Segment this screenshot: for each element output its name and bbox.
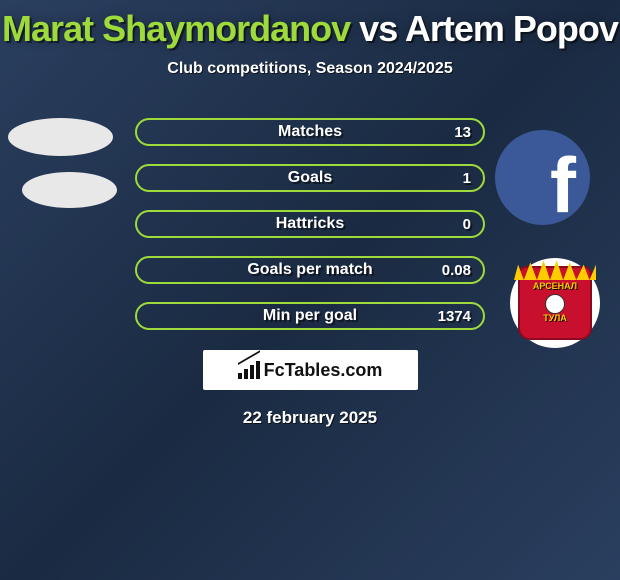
stat-right-value: 13 bbox=[454, 124, 471, 141]
stat-row-goals: Goals 1 bbox=[135, 164, 485, 192]
stat-row-min-per-goal: Min per goal 1374 bbox=[135, 302, 485, 330]
logo-text: FcTables.com bbox=[264, 360, 383, 381]
subtitle: Club competitions, Season 2024/2025 bbox=[0, 60, 620, 78]
stat-label: Matches bbox=[278, 123, 342, 141]
player2-club-badge: АРСЕНАЛ ТУЛА bbox=[510, 258, 600, 348]
badge-text-top: АРСЕНАЛ bbox=[533, 282, 577, 292]
badge-ball-icon bbox=[545, 294, 565, 314]
stat-right-value: 0 bbox=[463, 216, 471, 233]
player2-name: Artem Popov bbox=[405, 8, 618, 49]
stat-label: Hattricks bbox=[276, 215, 344, 233]
chart-icon bbox=[238, 361, 260, 379]
player1-avatar-placeholder bbox=[8, 118, 113, 156]
stat-label: Goals per match bbox=[247, 261, 372, 279]
stat-row-goals-per-match: Goals per match 0.08 bbox=[135, 256, 485, 284]
date-label: 22 february 2025 bbox=[0, 408, 620, 428]
site-logo[interactable]: FcTables.com bbox=[203, 350, 418, 390]
stat-right-value: 0.08 bbox=[442, 262, 471, 279]
stat-label: Goals bbox=[288, 169, 332, 187]
facebook-icon[interactable]: f bbox=[495, 130, 590, 225]
stat-row-hattricks: Hattricks 0 bbox=[135, 210, 485, 238]
player1-club-placeholder bbox=[22, 172, 117, 208]
stat-label: Min per goal bbox=[263, 307, 357, 325]
vs-separator: vs bbox=[359, 8, 397, 49]
stat-row-matches: Matches 13 bbox=[135, 118, 485, 146]
page-title: Marat Shaymordanov vs Artem Popov bbox=[0, 0, 620, 50]
stat-right-value: 1 bbox=[463, 170, 471, 187]
stat-right-value: 1374 bbox=[438, 308, 471, 325]
player1-name: Marat Shaymordanov bbox=[2, 8, 350, 49]
badge-text-bottom: ТУЛА bbox=[533, 314, 577, 324]
